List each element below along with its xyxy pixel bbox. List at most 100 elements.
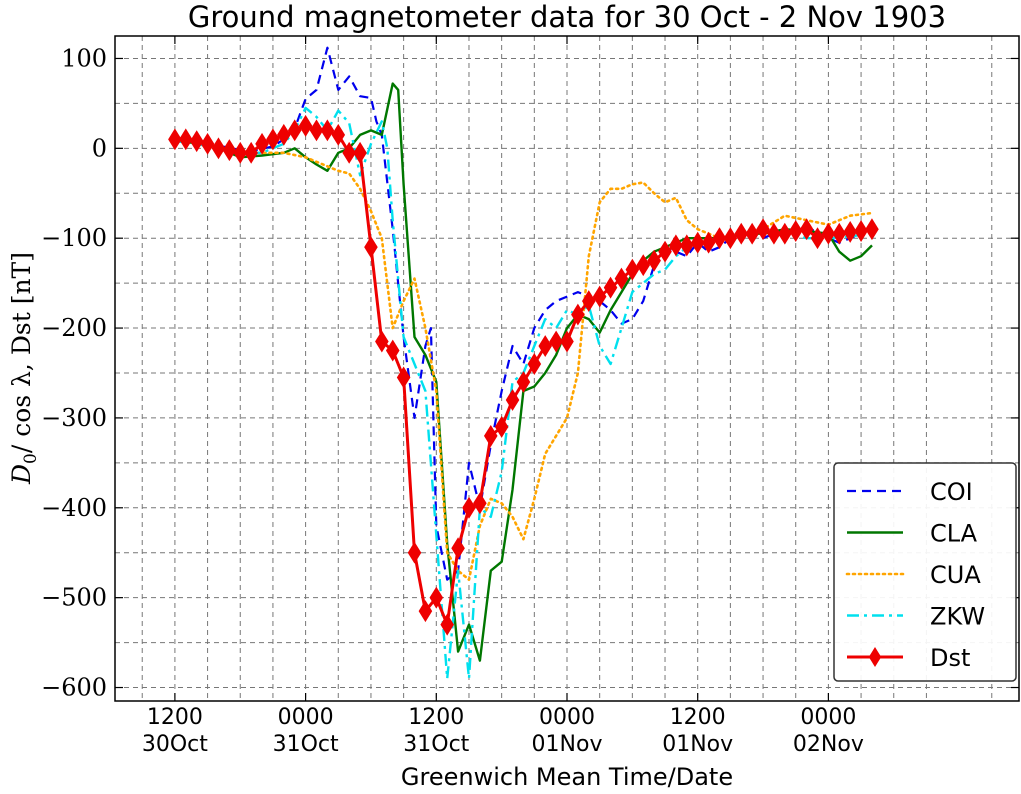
data-point-dst bbox=[189, 130, 204, 153]
legend-label-zkw: ZKW bbox=[930, 603, 985, 631]
data-point-dst bbox=[320, 119, 335, 142]
data-point-dst bbox=[353, 141, 367, 164]
legend[interactable]: COI CLA CUA ZKW Dst bbox=[833, 462, 1017, 682]
data-point-dst bbox=[549, 330, 563, 353]
data-point-dst bbox=[603, 276, 618, 299]
y-axis-label-rest: / cos λ, Dst [nT] bbox=[7, 252, 36, 453]
data-point-dst bbox=[647, 249, 661, 272]
data-point-dst bbox=[614, 267, 629, 290]
data-point-dst bbox=[396, 366, 411, 389]
series-line-cua bbox=[173, 138, 874, 582]
data-point-dst bbox=[821, 222, 836, 245]
x-tick-label-date: 31Oct bbox=[273, 732, 339, 757]
data-point-dst bbox=[462, 496, 476, 519]
data-point-dst bbox=[571, 303, 585, 326]
legend-label-coi: COI bbox=[930, 478, 973, 506]
data-point-dst bbox=[778, 222, 792, 245]
data-point-dst bbox=[309, 119, 324, 142]
legend-item-dst[interactable]: Dst bbox=[847, 644, 970, 672]
y-tick-label: −300 bbox=[41, 404, 107, 432]
legend-item-cua[interactable]: CUA bbox=[845, 561, 981, 589]
data-point-dst bbox=[538, 335, 553, 357]
series-line-coi bbox=[174, 46, 862, 581]
y-axis-label-symbol: D bbox=[7, 464, 36, 485]
data-point-dst bbox=[810, 227, 825, 250]
x-tick-label-date: 01Nov bbox=[662, 732, 733, 757]
x-tick-label-date: 30Oct bbox=[142, 732, 208, 757]
data-point-dst bbox=[179, 128, 193, 151]
ticks: 120030Oct000031Oct120031Oct000001Nov1200… bbox=[41, 36, 1019, 757]
data-point-dst bbox=[636, 254, 651, 277]
legend-label-cla: CLA bbox=[930, 520, 978, 548]
data-point-dst bbox=[669, 234, 683, 257]
data-point-dst bbox=[331, 123, 346, 146]
data-point-dst bbox=[581, 290, 596, 313]
x-tick-label-time: 1200 bbox=[408, 705, 464, 730]
data-point-dst bbox=[658, 240, 672, 263]
data-point-dst bbox=[680, 234, 694, 257]
legend-item-coi[interactable]: COI bbox=[847, 478, 973, 506]
data-point-dst bbox=[799, 218, 814, 241]
data-point-dst bbox=[854, 220, 868, 242]
data-point-dst bbox=[451, 537, 465, 560]
x-axis-label: Greenwich Mean Time/Date bbox=[401, 763, 733, 791]
data-point-dst bbox=[723, 227, 738, 250]
data-point-dst bbox=[222, 139, 237, 162]
data-point-dst bbox=[211, 137, 226, 160]
data-point-dst bbox=[385, 339, 400, 362]
y-tick-label: 100 bbox=[61, 44, 107, 72]
data-point-dst bbox=[560, 330, 574, 353]
x-tick-label-date: 02Nov bbox=[793, 732, 864, 757]
data-point-dst bbox=[494, 415, 509, 438]
data-point-dst bbox=[483, 424, 498, 447]
legend-item-zkw[interactable]: ZKW bbox=[847, 603, 985, 631]
data-point-dst bbox=[865, 218, 879, 241]
data-point-dst bbox=[756, 218, 770, 241]
legend-label-dst: Dst bbox=[930, 644, 970, 672]
data-point-dst bbox=[244, 141, 258, 164]
x-tick-label-date: 31Oct bbox=[403, 732, 469, 757]
data-point-dst bbox=[625, 258, 640, 281]
data-point-dst bbox=[298, 114, 313, 137]
data-point-dst bbox=[266, 128, 280, 151]
data-point-dst bbox=[505, 389, 520, 411]
y-tick-label: −500 bbox=[41, 584, 107, 612]
x-tick-label-date: 01Nov bbox=[532, 732, 603, 757]
data-point-dst bbox=[407, 541, 422, 564]
data-point-dst bbox=[745, 222, 759, 245]
data-point-dst bbox=[843, 220, 857, 243]
data-point-dst bbox=[473, 492, 487, 515]
data-point-dst bbox=[734, 222, 749, 245]
x-tick-label-time: 0000 bbox=[539, 705, 595, 730]
y-tick-label: −200 bbox=[41, 314, 107, 342]
x-tick-label-time: 1200 bbox=[147, 705, 203, 730]
data-point-dst bbox=[690, 231, 705, 254]
data-point-dst bbox=[527, 353, 542, 375]
y-tick-label: −100 bbox=[41, 224, 107, 252]
data-point-dst bbox=[712, 227, 727, 250]
data-point-dst bbox=[375, 330, 389, 353]
data-point-dst bbox=[516, 371, 531, 393]
data-point-dst bbox=[287, 119, 302, 142]
y-axis-label-subscript: 0 bbox=[21, 453, 41, 464]
legend-label-cua: CUA bbox=[930, 561, 981, 589]
data-point-dst bbox=[788, 220, 803, 242]
y-tick-label: 0 bbox=[92, 134, 107, 162]
legend-box bbox=[833, 462, 1017, 682]
x-tick-label-time: 0000 bbox=[278, 705, 334, 730]
y-tick-label: −400 bbox=[41, 494, 107, 522]
x-tick-label-time: 0000 bbox=[800, 705, 856, 730]
data-point-dst bbox=[832, 222, 847, 245]
data-point-dst bbox=[233, 141, 248, 164]
data-point-dst bbox=[701, 231, 716, 254]
legend-item-cla[interactable]: CLA bbox=[847, 520, 978, 548]
data-point-dst bbox=[277, 123, 291, 146]
data-point-dst bbox=[418, 600, 433, 623]
y-tick-label: −600 bbox=[41, 674, 107, 702]
grid bbox=[115, 36, 1019, 701]
series-coi bbox=[174, 46, 862, 581]
x-tick-label-time: 1200 bbox=[670, 705, 726, 730]
data-point-dst bbox=[200, 132, 215, 155]
data-point-dst bbox=[168, 128, 182, 151]
